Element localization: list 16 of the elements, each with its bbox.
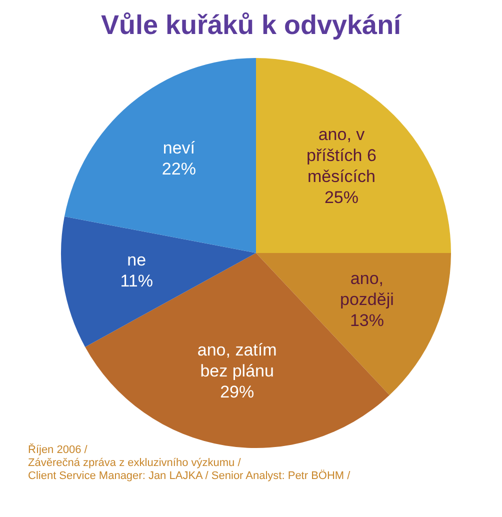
slice-label: ano, v příštích 6 měsících — [306, 125, 376, 186]
slice-label: ano, později — [340, 270, 394, 310]
pie-slice — [64, 58, 256, 253]
text: Závěrečná zpráva z exkluzivního výzkumu / — [28, 457, 242, 470]
chart-title: Vůle kuřáků k odvykání — [100, 9, 403, 42]
text: Client Service Manager: Jan LAJKA / Senior Analyst: Petr BÖHM / — [28, 470, 352, 483]
data-label: 25% — [324, 188, 359, 208]
data-label: 22% — [162, 160, 196, 179]
slice-label: ano, zatím bez plánu — [197, 340, 277, 381]
text: Říjen 2006 / — [28, 444, 88, 457]
slice-label: ne — [127, 250, 146, 270]
slice-label: neví — [162, 138, 196, 158]
data-label: 29% — [220, 382, 254, 402]
data-label: 13% — [350, 312, 384, 330]
data-label: 11% — [120, 272, 153, 291]
pie-slice — [256, 58, 451, 253]
